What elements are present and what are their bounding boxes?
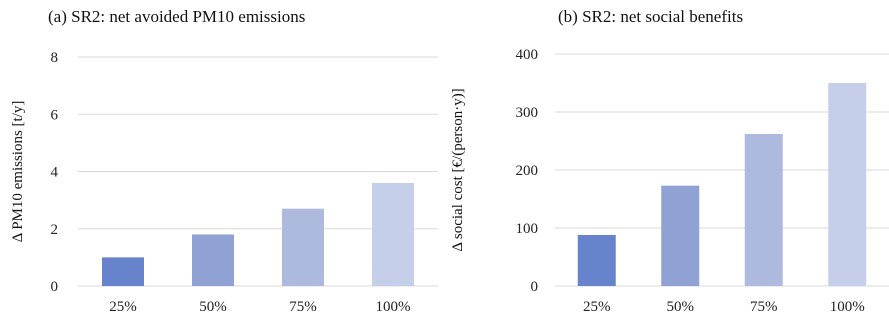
x-tick-label: 75% bbox=[289, 299, 317, 315]
x-tick-label: 100% bbox=[830, 299, 865, 315]
chart-title: (b) SR2: net social benefits bbox=[558, 7, 744, 26]
bar-25pct bbox=[102, 257, 144, 286]
bar-25pct bbox=[577, 234, 616, 286]
bar-100pct bbox=[828, 83, 867, 286]
y-tick-label: 400 bbox=[516, 47, 539, 63]
x-tick-label: 25% bbox=[583, 299, 611, 315]
y-tick-label: 2 bbox=[51, 222, 59, 238]
x-tick-label: 100% bbox=[376, 299, 411, 315]
bar-75pct bbox=[744, 134, 783, 286]
x-tick-label: 50% bbox=[199, 299, 227, 315]
y-tick-label: 0 bbox=[51, 279, 59, 295]
chart-panel-pm10: (a) SR2: net avoided PM10 emissions 0 2 4 6… bbox=[0, 0, 438, 323]
bar-100pct bbox=[372, 182, 414, 286]
x-tick-label: 25% bbox=[109, 299, 137, 315]
y-tick-label: 200 bbox=[516, 163, 539, 179]
pm10-bar-chart: 0 2 4 6 8 25% 50% 75% 100% Δ PM10 emissions [t/y] bbox=[10, 50, 438, 315]
chart-title: (a) SR2: net avoided PM10 emissions bbox=[48, 7, 306, 26]
chart-panel-social-benefits: (b) SR2: net social benefits 0 100 200 300 4… bbox=[440, 0, 889, 323]
y-tick-label: 300 bbox=[516, 105, 539, 121]
x-tick-label: 75% bbox=[750, 299, 778, 315]
bar-50pct bbox=[192, 234, 234, 286]
y-tick-label: 100 bbox=[516, 221, 539, 237]
y-tick-label: 8 bbox=[51, 50, 59, 66]
y-tick-label: 4 bbox=[51, 165, 59, 181]
y-axis-label: Δ PM10 emissions [t/y] bbox=[10, 101, 26, 243]
y-tick-label: 0 bbox=[531, 279, 539, 295]
bar-50pct bbox=[661, 185, 700, 286]
y-axis-label: Δ social cost [€/(person·y)] bbox=[450, 88, 466, 251]
x-tick-label: 50% bbox=[667, 299, 695, 315]
social-benefits-bar-chart: 0 100 200 300 400 25% 50% 75% 100% Δ social cost … bbox=[450, 47, 889, 315]
bar-75pct bbox=[282, 208, 324, 286]
y-tick-label: 6 bbox=[51, 107, 59, 123]
